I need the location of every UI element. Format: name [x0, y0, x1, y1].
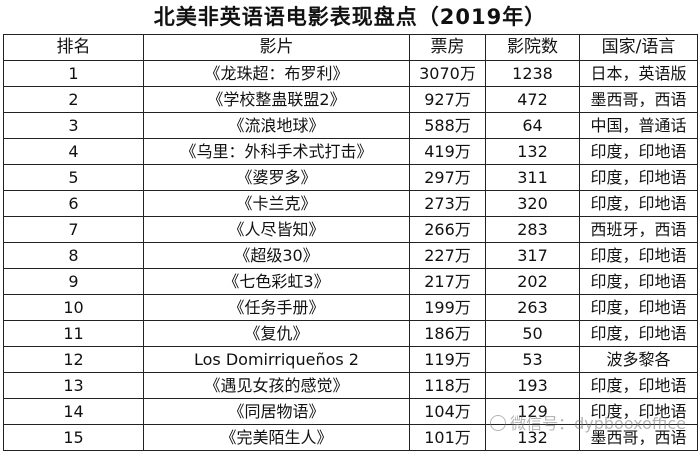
cell-country-language: 印度，印地语 — [579, 398, 698, 425]
cell-rank: 10 — [3, 294, 144, 321]
cell-rank: 12 — [3, 346, 144, 373]
cell-rank: 15 — [3, 424, 144, 451]
cell-theaters: 132 — [485, 138, 580, 165]
table-row: 14 《同居物语》 104万 129 印度，印地语 — [3, 398, 698, 425]
column-header-box-office: 票房 — [409, 34, 486, 61]
cell-theaters: 320 — [485, 190, 580, 217]
table-row: 9 《七色彩虹3》 217万 202 印度，印地语 — [3, 268, 698, 295]
column-header-country-language: 国家/语言 — [579, 34, 698, 61]
cell-theaters: 50 — [485, 320, 580, 347]
column-header-theaters: 影院数 — [485, 34, 580, 61]
cell-box-office: 227万 — [409, 242, 486, 269]
cell-country-language: 印度，印地语 — [579, 268, 698, 295]
cell-country-language: 墨西哥，西语 — [579, 86, 698, 113]
cell-box-office: 297万 — [409, 164, 486, 191]
cell-theaters: 202 — [485, 268, 580, 295]
cell-country-language: 印度，印地语 — [579, 138, 698, 165]
table-row: 10 《任务手册》 199万 263 印度，印地语 — [3, 294, 698, 321]
table-row: 13 《遇见女孩的感觉》 118万 193 印度，印地语 — [3, 372, 698, 399]
cell-film: 《龙珠超：布罗利》 — [143, 60, 410, 87]
cell-theaters: 317 — [485, 242, 580, 269]
cell-theaters: 472 — [485, 86, 580, 113]
cell-film: 《完美陌生人》 — [143, 424, 410, 451]
cell-theaters: 311 — [485, 164, 580, 191]
cell-rank: 5 — [3, 164, 144, 191]
table-body: 1 《龙珠超：布罗利》 3070万 1238 日本，英语版 2 《学校整蛊联盟2》 927万 4… — [3, 60, 698, 451]
cell-rank: 6 — [3, 190, 144, 217]
cell-theaters: 64 — [485, 112, 580, 139]
cell-rank: 1 — [3, 60, 144, 87]
cell-country-language: 印度，印地语 — [579, 164, 698, 191]
cell-film: 《婆罗多》 — [143, 164, 410, 191]
cell-country-language: 墨西哥，西语 — [579, 424, 698, 451]
table-header-row: 排名 影片 票房 影院数 国家/语言 — [3, 34, 698, 61]
cell-rank: 11 — [3, 320, 144, 347]
cell-country-language: 波多黎各 — [579, 346, 698, 373]
cell-film: 《复仇》 — [143, 320, 410, 347]
cell-country-language: 中国，普通话 — [579, 112, 698, 139]
cell-rank: 4 — [3, 138, 144, 165]
column-header-film: 影片 — [143, 34, 410, 61]
cell-box-office: 186万 — [409, 320, 486, 347]
cell-rank: 3 — [3, 112, 144, 139]
cell-box-office: 118万 — [409, 372, 486, 399]
cell-film: 《遇见女孩的感觉》 — [143, 372, 410, 399]
cell-film: 《人尽皆知》 — [143, 216, 410, 243]
column-header-rank: 排名 — [3, 34, 144, 61]
cell-theaters: 283 — [485, 216, 580, 243]
table-row: 1 《龙珠超：布罗利》 3070万 1238 日本，英语版 — [3, 60, 698, 87]
cell-film: 《卡兰克》 — [143, 190, 410, 217]
box-office-table: 排名 影片 票房 影院数 国家/语言 1 《龙珠超：布罗利》 3070万 1238 日本… — [3, 34, 698, 451]
cell-country-language: 印度，印地语 — [579, 372, 698, 399]
cell-country-language: 日本，英语版 — [579, 60, 698, 87]
table-row: 6 《卡兰克》 273万 320 印度，印地语 — [3, 190, 698, 217]
cell-rank: 8 — [3, 242, 144, 269]
table-row: 3 《流浪地球》 588万 64 中国，普通话 — [3, 112, 698, 139]
cell-film: 《超级30》 — [143, 242, 410, 269]
cell-box-office: 217万 — [409, 268, 486, 295]
cell-theaters: 1238 — [485, 60, 580, 87]
cell-theaters: 193 — [485, 372, 580, 399]
table-row: 8 《超级30》 227万 317 印度，印地语 — [3, 242, 698, 269]
cell-theaters: 53 — [485, 346, 580, 373]
cell-rank: 13 — [3, 372, 144, 399]
cell-box-office: 119万 — [409, 346, 486, 373]
cell-theaters: 263 — [485, 294, 580, 321]
cell-film: 《同居物语》 — [143, 398, 410, 425]
cell-box-office: 101万 — [409, 424, 486, 451]
table-row: 12 Los Domirriqueños 2 119万 53 波多黎各 — [3, 346, 698, 373]
cell-film: Los Domirriqueños 2 — [143, 346, 410, 373]
cell-box-office: 104万 — [409, 398, 486, 425]
cell-theaters: 129 — [485, 398, 580, 425]
page-title: 北美非英语语电影表现盘点（2019年） — [153, 5, 547, 29]
cell-box-office: 3070万 — [409, 60, 486, 87]
cell-box-office: 199万 — [409, 294, 486, 321]
cell-film: 《流浪地球》 — [143, 112, 410, 139]
table-row: 4 《乌里：外科手术式打击》 419万 132 印度，印地语 — [3, 138, 698, 165]
cell-theaters: 132 — [485, 424, 580, 451]
cell-film: 《学校整蛊联盟2》 — [143, 86, 410, 113]
cell-box-office: 266万 — [409, 216, 486, 243]
cell-film: 《任务手册》 — [143, 294, 410, 321]
cell-box-office: 588万 — [409, 112, 486, 139]
cell-country-language: 印度，印地语 — [579, 190, 698, 217]
cell-film: 《乌里：外科手术式打击》 — [143, 138, 410, 165]
cell-country-language: 印度，印地语 — [579, 242, 698, 269]
cell-rank: 9 — [3, 268, 144, 295]
cell-box-office: 419万 — [409, 138, 486, 165]
table-row: 15 《完美陌生人》 101万 132 墨西哥，西语 — [3, 424, 698, 451]
cell-country-language: 印度，印地语 — [579, 294, 698, 321]
cell-rank: 2 — [3, 86, 144, 113]
cell-country-language: 印度，印地语 — [579, 320, 698, 347]
table-row: 11 《复仇》 186万 50 印度，印地语 — [3, 320, 698, 347]
cell-film: 《七色彩虹3》 — [143, 268, 410, 295]
cell-box-office: 273万 — [409, 190, 486, 217]
cell-country-language: 西班牙，西语 — [579, 216, 698, 243]
cell-rank: 7 — [3, 216, 144, 243]
cell-box-office: 927万 — [409, 86, 486, 113]
cell-rank: 14 — [3, 398, 144, 425]
table-row: 5 《婆罗多》 297万 311 印度，印地语 — [3, 164, 698, 191]
table-row: 2 《学校整蛊联盟2》 927万 472 墨西哥，西语 — [3, 86, 698, 113]
table-row: 7 《人尽皆知》 266万 283 西班牙，西语 — [3, 216, 698, 243]
